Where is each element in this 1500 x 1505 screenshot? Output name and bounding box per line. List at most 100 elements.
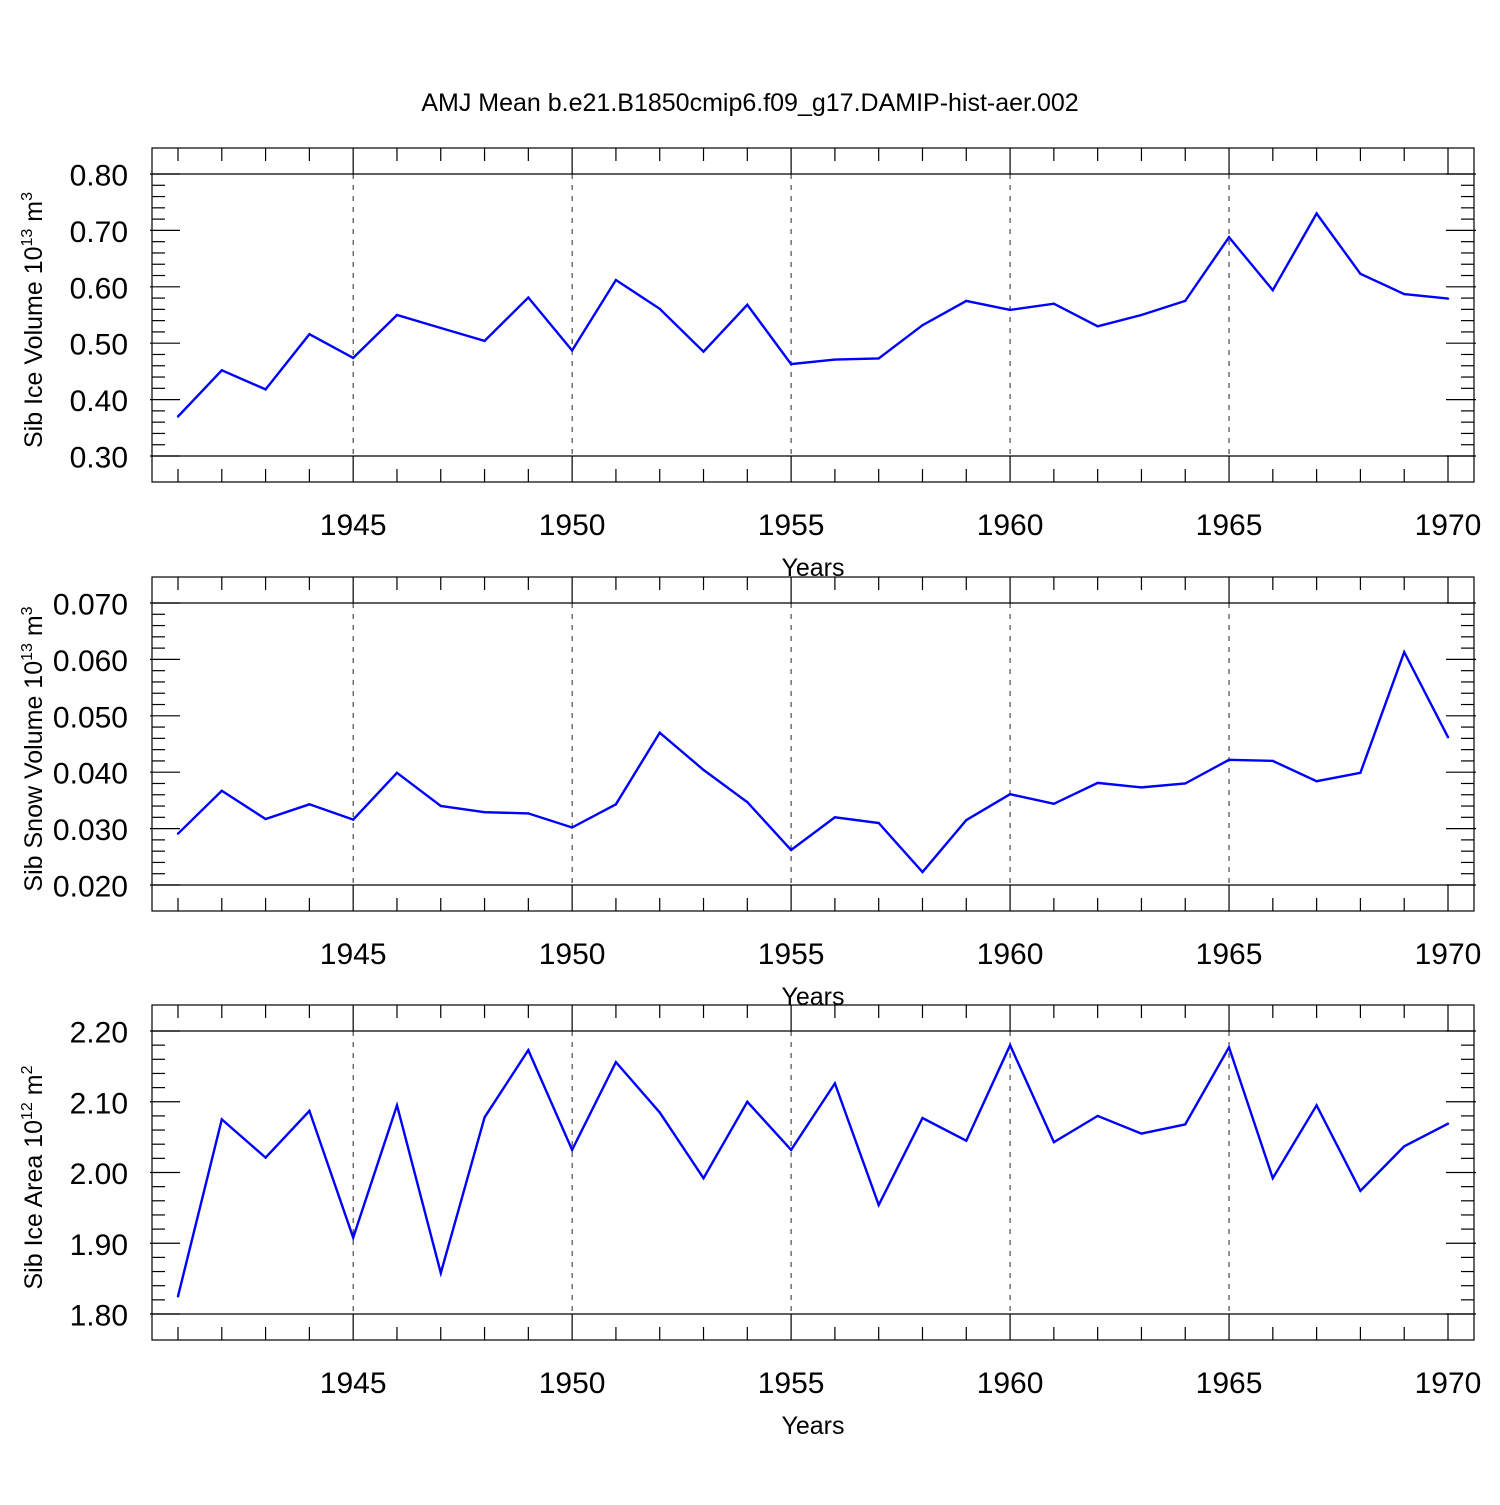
data-point — [1315, 212, 1318, 215]
y-tick-label-0.060: 0.060 — [53, 645, 128, 678]
data-point — [746, 800, 749, 804]
y-tick-label-1.80: 1.80 — [70, 1300, 128, 1333]
data-point — [789, 362, 793, 366]
data-point — [1184, 299, 1187, 303]
data-point — [527, 296, 530, 299]
panel-2: 0.020 0.030 0.040 0.050 0.060 0.070 1945 1950 19… — [19, 576, 1481, 1011]
data-point — [264, 1156, 267, 1159]
data-point — [1227, 235, 1231, 239]
y-axis-title: Sib Ice Volume 1013 m3 — [19, 192, 48, 448]
data-point — [1052, 302, 1056, 305]
data-point — [1359, 272, 1362, 276]
data-point — [483, 1116, 486, 1119]
panel-3: 1.80 1.90 2.00 2.10 2.20 1945 1950 1955 1960 1965… — [19, 1004, 1481, 1440]
y-axis-title-exponent: 13 — [19, 643, 36, 661]
data-point — [351, 356, 355, 360]
data-point — [702, 1176, 705, 1180]
data-point — [1052, 802, 1056, 805]
data-point — [483, 811, 486, 814]
y-axis-title: Sib Snow Volume 1013 m3 — [19, 606, 48, 891]
y-axis-title-unit: m — [20, 201, 48, 229]
data-point — [176, 415, 180, 418]
y-tick-label-0.050: 0.050 — [53, 701, 128, 734]
y-tick-label-0.70: 0.70 — [70, 216, 128, 249]
data-point — [395, 313, 399, 317]
data-point — [702, 768, 705, 772]
data-point — [1446, 1122, 1450, 1125]
x-axis-title: Years — [781, 1412, 844, 1440]
data-point — [965, 299, 968, 303]
x-axis-title: Years — [781, 983, 844, 1011]
x-tick-label-1965: 1965 — [1196, 938, 1263, 971]
y-tick-label-0.50: 0.50 — [70, 329, 128, 362]
y-tick-label-0.30: 0.30 — [70, 442, 128, 475]
series-line-sib-ice-area — [176, 1042, 1449, 1297]
y-axis-title-unit: m — [20, 1074, 48, 1102]
data-point — [527, 1048, 530, 1052]
data-point — [1096, 325, 1099, 328]
y-tick-label-0.40: 0.40 — [70, 385, 128, 418]
data-point — [1008, 308, 1012, 312]
data-point — [1140, 1132, 1143, 1135]
data-point — [614, 803, 618, 806]
panel-1: 0.30 0.40 0.50 0.60 0.70 0.80 1945 1950 1955 1960… — [19, 147, 1482, 582]
data-point — [264, 817, 267, 821]
data-point — [833, 358, 837, 361]
y-axis-title-exponent: 13 — [19, 229, 36, 247]
data-point — [527, 812, 530, 815]
y-axis-title: Sib Ice Area 1012 m2 — [19, 1065, 48, 1289]
data-point — [614, 278, 618, 282]
data-point — [351, 1236, 355, 1239]
y-tick-label-0.020: 0.020 — [53, 871, 128, 904]
data-point — [921, 1116, 924, 1120]
data-point — [1184, 782, 1187, 785]
y-axis-title-text: Sib Ice Area 10 — [20, 1120, 48, 1290]
x-tick-label-1950: 1950 — [539, 509, 606, 542]
y-tick-label-2.20: 2.20 — [70, 1017, 128, 1050]
y-tick-label-0.60: 0.60 — [70, 272, 128, 305]
data-point — [395, 771, 399, 774]
data-point — [1271, 759, 1275, 763]
y-axis-title-unit: m — [20, 615, 48, 643]
y-axis-title-unit-exponent: 3 — [19, 606, 36, 615]
data-point — [877, 1203, 880, 1207]
data-point — [614, 1060, 618, 1064]
x-tick-label-1950: 1950 — [539, 1367, 606, 1400]
data-point — [877, 821, 880, 825]
x-tick-label-1960: 1960 — [977, 509, 1044, 542]
x-tick-label-1970: 1970 — [1415, 509, 1482, 542]
data-point — [658, 1111, 661, 1114]
data-point — [921, 323, 924, 327]
data-point — [570, 349, 574, 352]
data-point — [1315, 780, 1318, 783]
y-tick-label-0.070: 0.070 — [53, 589, 128, 622]
data-point — [877, 357, 880, 360]
data-point — [833, 1082, 837, 1085]
plot-frame — [151, 576, 1475, 912]
data-point — [1403, 650, 1406, 654]
data-point — [789, 1148, 793, 1152]
data-point — [1096, 781, 1099, 785]
y-axis-title-exponent: 12 — [19, 1102, 36, 1120]
x-tick-label-1960: 1960 — [977, 938, 1044, 971]
data-point — [746, 1100, 749, 1103]
series-line-sib-ice-volume — [177, 211, 1449, 418]
x-tick-label-1945: 1945 — [320, 509, 387, 542]
data-point — [570, 1148, 574, 1152]
data-point — [220, 369, 223, 372]
data-point — [483, 339, 486, 343]
data-point — [1052, 1140, 1056, 1144]
data-point — [1271, 1176, 1275, 1180]
x-tick-label-1955: 1955 — [758, 509, 825, 542]
data-point — [264, 388, 267, 391]
data-point — [1403, 1145, 1406, 1148]
data-point — [308, 1109, 311, 1113]
y-tick-label-0.040: 0.040 — [53, 758, 128, 791]
data-point — [1008, 1043, 1012, 1047]
data-point — [789, 848, 793, 852]
data-point — [1359, 1189, 1362, 1193]
x-tick-label-1960: 1960 — [977, 1367, 1044, 1400]
data-point — [1227, 1046, 1231, 1049]
